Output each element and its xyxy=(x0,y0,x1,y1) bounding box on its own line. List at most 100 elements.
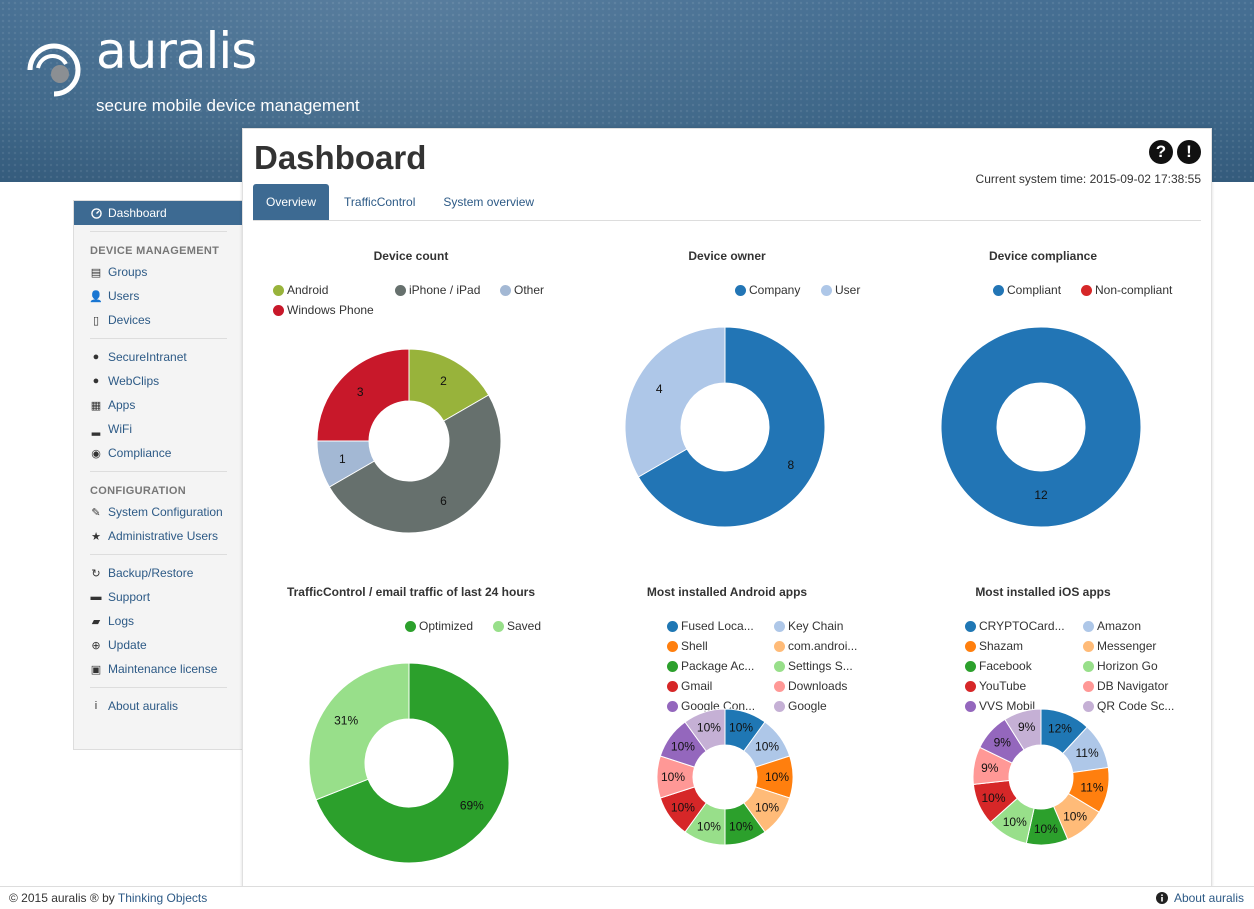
legend-swatch xyxy=(395,284,406,296)
sidebar-item-wifi[interactable]: ▂ WiFi xyxy=(74,417,243,441)
donut-slice[interactable] xyxy=(1004,708,1042,751)
wrench-icon: ✎ xyxy=(91,506,101,519)
legend-item[interactable]: Optimized xyxy=(405,619,473,633)
legend-item[interactable]: DB Navigator xyxy=(1083,679,1168,693)
legend-swatch xyxy=(774,700,785,712)
chart-title: Device compliance xyxy=(988,249,1098,263)
donut-slice[interactable] xyxy=(315,662,510,864)
donut-slice[interactable] xyxy=(637,326,826,528)
donut-chart: 12 xyxy=(940,326,1142,528)
chart-ios-apps: Most installed iOS apps CRYPTOCard... Amaz… xyxy=(883,585,1203,885)
sidebar-item-groups[interactable]: ▤ Groups xyxy=(74,260,243,284)
sidebar-item-secureintranet[interactable]: ● SecureIntranet xyxy=(74,345,243,369)
legend-item[interactable]: iPhone / iPad xyxy=(395,283,480,297)
legend-item[interactable]: CRYPTOCard... xyxy=(965,619,1065,633)
legend-item[interactable]: Horizon Go xyxy=(1083,659,1158,673)
legend-item[interactable]: Saved xyxy=(493,619,541,633)
donut-slice[interactable] xyxy=(684,708,726,752)
donut-slice[interactable] xyxy=(624,326,726,478)
legend-item[interactable]: Non-compliant xyxy=(1081,283,1172,297)
legend-swatch xyxy=(273,304,284,316)
legend-item[interactable]: QR Code Sc... xyxy=(1083,699,1174,713)
legend-label: Company xyxy=(749,283,801,297)
legend-item[interactable]: Downloads xyxy=(774,679,847,693)
legend-item[interactable]: Windows Phone xyxy=(273,303,374,317)
sidebar-item-system-configuration[interactable]: ✎ System Configuration xyxy=(74,500,243,524)
legend-item[interactable]: Messenger xyxy=(1083,639,1156,653)
legend-item[interactable]: Settings S... xyxy=(774,659,853,673)
footer-copyright: © 2015 auralis ® by Thinking Objects xyxy=(9,891,208,905)
auralis-logo-icon xyxy=(27,43,81,97)
sidebar-item-apps[interactable]: ▦ Apps xyxy=(74,393,243,417)
sidebar-item-about-auralis[interactable]: i About auralis xyxy=(74,694,243,718)
sidebar-item-dashboard[interactable]: Dashboard xyxy=(74,201,243,225)
sidebar-divider xyxy=(90,231,227,232)
tab-overview[interactable]: Overview xyxy=(253,184,330,220)
legend-item[interactable]: Google xyxy=(774,699,827,713)
sidebar-item-webclips[interactable]: ● WebClips xyxy=(74,369,243,393)
legend-item[interactable]: com.androi... xyxy=(774,639,857,653)
donut-slice[interactable] xyxy=(940,326,1142,528)
sidebar-item-update[interactable]: ⊕ Update xyxy=(74,633,243,657)
help-icon[interactable]: ? xyxy=(1149,140,1173,164)
phone-icon: ▯ xyxy=(92,314,100,327)
legend-item[interactable]: Gmail xyxy=(667,679,712,693)
slice-label: 1 xyxy=(339,452,346,466)
comment-icon: ▰ xyxy=(91,615,101,628)
legend-item[interactable]: Facebook xyxy=(965,659,1032,673)
slice-label: 10% xyxy=(1063,809,1087,823)
legend-label: Android xyxy=(287,283,329,297)
footer-about-link[interactable]: About auralis xyxy=(1155,891,1244,905)
tab-trafficcontrol[interactable]: TrafficControl xyxy=(344,195,416,209)
legend-swatch xyxy=(774,660,785,672)
slice-label: 31% xyxy=(334,713,358,727)
legend-swatch xyxy=(500,284,511,296)
slice-label: 10% xyxy=(1034,822,1058,836)
sidebar-item-logs[interactable]: ▰ Logs xyxy=(74,609,243,633)
legend-item[interactable]: Amazon xyxy=(1083,619,1141,633)
sidebar-item-support[interactable]: ▬ Support xyxy=(74,585,243,609)
sidebar-item-label: Devices xyxy=(108,313,151,327)
legend-label: DB Navigator xyxy=(1097,679,1169,693)
legend-item[interactable]: VVS Mobil xyxy=(965,699,1035,713)
company-link[interactable]: Thinking Objects xyxy=(117,891,208,905)
legend-item[interactable]: Fused Loca... xyxy=(667,619,754,633)
donut-slice[interactable] xyxy=(328,394,502,534)
legend-item[interactable]: Company xyxy=(735,283,800,297)
sidebar-item-compliance[interactable]: ◉ Compliance xyxy=(74,441,243,465)
slice-label: 10% xyxy=(982,791,1006,805)
signal-icon: ▂ xyxy=(91,423,101,436)
sidebar-item-maintenance-license[interactable]: ▣ Maintenance license xyxy=(74,657,243,681)
legend-item[interactable]: YouTube xyxy=(965,679,1026,693)
sidebar-item-administrative-users[interactable]: ★ Administrative Users xyxy=(74,524,243,548)
upload-icon: ⊕ xyxy=(91,639,101,652)
legend-item[interactable]: User xyxy=(821,283,860,297)
slice-label: 9% xyxy=(994,735,1012,749)
chart-title: Most installed Android apps xyxy=(646,585,808,599)
footer: © 2015 auralis ® by Thinking Objects Abo… xyxy=(0,886,1254,909)
legend-item[interactable]: Shazam xyxy=(965,639,1023,653)
legend-item[interactable]: Key Chain xyxy=(774,619,843,633)
legend-item[interactable]: Android xyxy=(273,283,328,297)
legend-swatch xyxy=(993,284,1004,296)
brand-tagline: secure mobile device management xyxy=(96,96,360,115)
sidebar-item-backup-restore[interactable]: ↻ Backup/Restore xyxy=(74,561,243,585)
system-time: Current system time: 2015-09-02 17:38:55 xyxy=(975,172,1201,186)
legend-swatch xyxy=(965,620,976,632)
donut-slice[interactable] xyxy=(408,348,490,422)
sidebar-item-users[interactable]: 👤 Users xyxy=(74,284,243,308)
legend-swatch xyxy=(1083,640,1094,652)
alert-icon[interactable]: ! xyxy=(1177,140,1201,164)
legend-item[interactable]: Compliant xyxy=(993,283,1061,297)
legend-item[interactable]: Other xyxy=(500,283,544,297)
sidebar-item-devices[interactable]: ▯ Devices xyxy=(74,308,243,332)
legend-item[interactable]: Shell xyxy=(667,639,708,653)
donut-slice[interactable] xyxy=(316,348,410,442)
legend-label: Google xyxy=(788,699,827,713)
sidebar-divider xyxy=(90,338,227,339)
sidebar-item-label: Groups xyxy=(108,265,148,279)
tab-system-overview[interactable]: System overview xyxy=(443,195,535,209)
donut-slice[interactable] xyxy=(308,662,410,801)
sidebar-section-title: CONFIGURATION xyxy=(90,485,186,497)
legend-item[interactable]: Package Ac... xyxy=(667,659,754,673)
